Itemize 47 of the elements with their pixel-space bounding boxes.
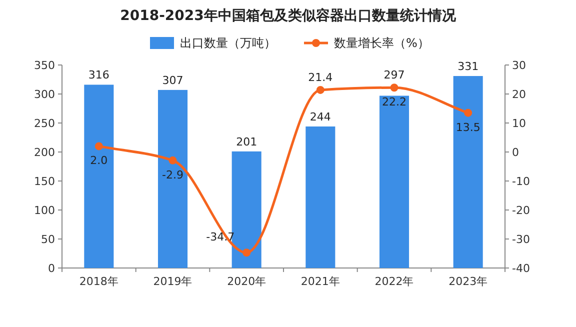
data-label: 316 xyxy=(88,68,110,82)
point xyxy=(242,248,251,257)
bar xyxy=(306,126,336,268)
point xyxy=(316,86,324,94)
y-tick-label: 300 xyxy=(34,88,55,101)
y2-tick-label: 20 xyxy=(512,88,526,101)
data-label: 331 xyxy=(458,60,479,74)
data-label: 21.4 xyxy=(308,70,333,84)
x-tick-label: 2023年 xyxy=(448,275,488,288)
y2-tick-label: -30 xyxy=(512,233,530,246)
y2-tick-label: 10 xyxy=(512,117,526,130)
data-label: 22.2 xyxy=(382,96,406,109)
data-label: 307 xyxy=(162,74,184,87)
chart-title: 2018-2023年中国箱包及类似容器出口数量统计情况 xyxy=(120,7,457,24)
y-tick-label: 100 xyxy=(34,204,55,217)
data-label: 297 xyxy=(384,68,405,82)
y2-tick-label: -40 xyxy=(512,262,530,275)
y-tick-label: 0 xyxy=(48,262,55,275)
point xyxy=(390,84,398,92)
y2-tick-label: 0 xyxy=(512,146,519,159)
x-tick-label: 2020年 xyxy=(227,275,266,288)
y2-tick-label: -10 xyxy=(512,175,530,188)
bar xyxy=(453,76,483,268)
x-tick-label: 2022年 xyxy=(374,275,414,288)
data-label: -2.9 xyxy=(162,168,184,182)
data-label: 244 xyxy=(310,110,331,124)
bar xyxy=(158,90,188,268)
x-tick-label: 2018年 xyxy=(79,275,118,288)
y-tick-label: 250 xyxy=(34,117,55,130)
point xyxy=(94,142,103,150)
bar xyxy=(379,96,410,268)
y-tick-label: 50 xyxy=(41,233,55,246)
x-tick-label: 2019年 xyxy=(153,275,192,288)
y-tick-label: 200 xyxy=(34,146,55,159)
legend-label: 数量增长率（%） xyxy=(334,36,430,50)
bar xyxy=(84,84,114,268)
data-label: 201 xyxy=(236,135,258,148)
point xyxy=(168,156,177,164)
y-tick-label: 150 xyxy=(34,175,55,188)
x-tick-label: 2021年 xyxy=(300,275,340,288)
point xyxy=(464,108,472,117)
data-label: 2.0 xyxy=(90,154,108,168)
y-tick-label: 350 xyxy=(34,59,55,72)
y2-tick-label: 30 xyxy=(512,59,526,72)
data-label: 13.5 xyxy=(456,120,480,134)
legend-label: 出口数量（万吨） xyxy=(180,36,276,50)
y2-tick-label: -20 xyxy=(512,204,530,217)
